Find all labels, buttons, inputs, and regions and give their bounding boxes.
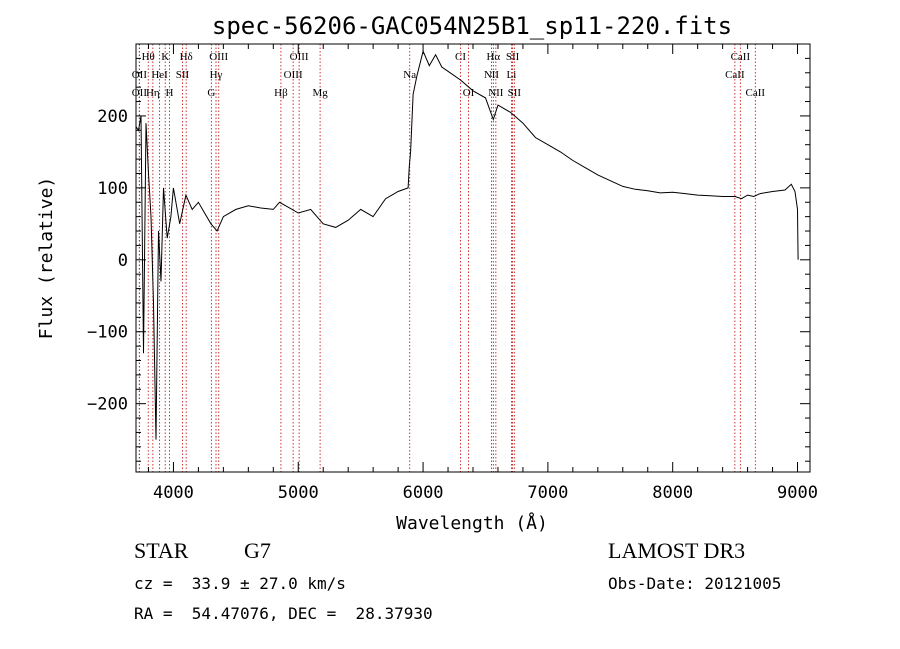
x-tick-label: 9000 [777, 483, 818, 503]
x-tick-label: 6000 [403, 483, 444, 503]
line-label: CaII [746, 87, 766, 99]
line-label: CaII [725, 69, 745, 81]
redshift-velocity: cz = 33.9 ± 27.0 km/s [134, 574, 346, 593]
y-tick-label: 100 [97, 179, 128, 199]
y-tick-label: −100 [87, 323, 128, 343]
object-subclass: G7 [244, 538, 271, 563]
x-tick-label: 8000 [652, 483, 693, 503]
line-label: K [161, 51, 169, 63]
x-tick-label: 7000 [527, 483, 568, 503]
y-tick-label: 0 [118, 251, 128, 271]
line-label: G [207, 87, 215, 99]
line-label: Hδ [180, 51, 193, 63]
line-label: Hγ [210, 69, 223, 81]
x-axis-label: Wavelength (Å) [396, 512, 548, 534]
line-label: SII [508, 87, 522, 99]
line-label: OIII [209, 51, 228, 63]
spectral-line-markers [138, 44, 756, 472]
sky-coordinates: RA = 54.47076, DEC = 28.37930 [134, 604, 433, 623]
line-label: OII [132, 69, 148, 81]
line-label: OIII [290, 51, 309, 63]
line-label: SII [176, 69, 190, 81]
y-axis-label: Flux (relative) [36, 177, 57, 340]
line-label: Hθ [142, 51, 155, 63]
line-label: Hη [146, 87, 160, 99]
line-label: OI [463, 87, 475, 99]
line-label: Mg [312, 87, 328, 99]
line-label: HeI [151, 69, 168, 81]
spectrum-series-line [135, 49, 799, 440]
object-class: STAR [134, 538, 189, 563]
line-label: CI [455, 51, 466, 63]
line-label: OII [132, 87, 148, 99]
line-label: Hα [486, 51, 500, 63]
y-tick-label: −200 [87, 395, 128, 415]
plot-frame [135, 43, 811, 473]
line-label: SII [506, 51, 520, 63]
survey-name: LAMOST DR3 [608, 538, 746, 563]
x-tick-label: 4000 [153, 483, 194, 503]
chart-title: spec-56206-GAC054N25B1_sp11-220.fits [212, 12, 732, 40]
line-label: NII [484, 69, 500, 81]
x-axis: 4000 5000 6000 7000 8000 9000 [147, 44, 818, 503]
y-tick-label: 200 [97, 107, 128, 127]
observation-date: Obs-Date: 20121005 [608, 574, 782, 593]
line-label: Li [507, 69, 517, 81]
line-label: Na [403, 69, 416, 81]
line-label: OIII [284, 69, 303, 81]
x-tick-label: 5000 [278, 483, 319, 503]
line-label: NII [488, 87, 504, 99]
line-label: H [165, 87, 173, 99]
line-label: Hβ [274, 87, 288, 99]
y-axis: −200 −100 0 100 200 [87, 57, 810, 462]
line-label: CaII [731, 51, 751, 63]
